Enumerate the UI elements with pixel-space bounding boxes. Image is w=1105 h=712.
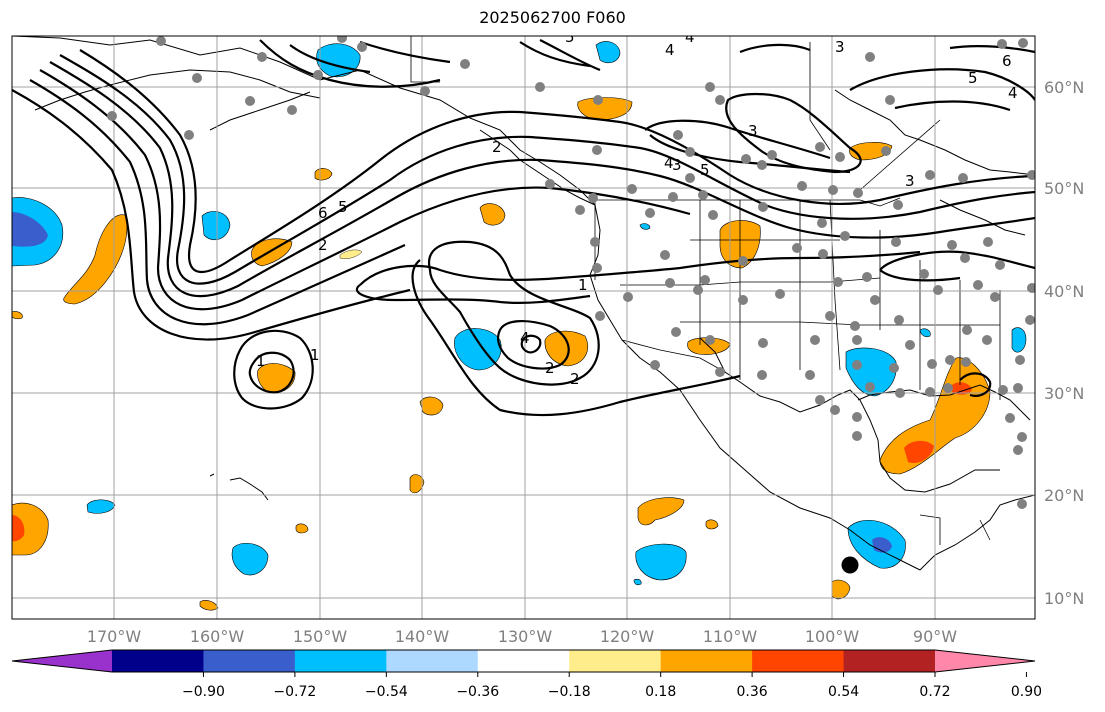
colorbar-segment — [477, 650, 570, 672]
lat-label-30n: 30°N — [1044, 384, 1084, 403]
colorbar-tick-label: 0.36 — [737, 684, 768, 700]
contour-label-4b: 4 — [664, 154, 674, 172]
colorbar-tick-label: 0.18 — [645, 684, 676, 700]
lat-label-40n: 40°N — [1044, 282, 1084, 301]
pos-area-pacific — [544, 330, 588, 367]
lon-axis: 170°W 160°W 150°W 140°W 130°W 120°W 110°… — [87, 627, 957, 646]
colorbar-tick-label: 0.90 — [1011, 684, 1042, 700]
colorbar-tick-label: −0.90 — [182, 684, 225, 700]
contour-label-5e: 5 — [565, 28, 575, 46]
colorbar-segment — [843, 650, 936, 672]
colorbar-segment — [294, 650, 387, 672]
colorbar-segment — [386, 650, 479, 672]
lat-label-20n: 20°N — [1044, 486, 1084, 505]
lon-label-150w: 150°W — [293, 627, 348, 646]
colorbar-tick-label: −0.36 — [456, 684, 499, 700]
lat-label-60n: 60°N — [1044, 78, 1084, 97]
lat-label-50n: 50°N — [1044, 179, 1084, 198]
contour-label-3d: 3 — [835, 38, 845, 56]
lon-label-90w: 90°W — [913, 627, 957, 646]
lon-label-100w: 100°W — [805, 627, 860, 646]
colorbar-tick-label: −0.54 — [365, 684, 408, 700]
map-frame — [11, 35, 1036, 620]
contour-label-2: 2 — [318, 236, 328, 254]
colorbar-extend-high — [935, 650, 1035, 672]
lon-label-170w: 170°W — [87, 627, 142, 646]
colorbar-tick-label: −0.18 — [548, 684, 591, 700]
colorbar: −0.90 −0.72 −0.54 −0.36 −0.18 0.18 0.36 0.54 0.7… — [11, 649, 1042, 700]
contour-label-5c: 5 — [700, 161, 710, 179]
contour-label-3c: 3 — [905, 172, 915, 190]
contour-labels: 6 5 2 1 4 3 2 2 1 4 5 3 3 4 5 5 4 4 3 2 … — [256, 28, 1018, 388]
colorbar-tick-label: 0.54 — [828, 684, 859, 700]
contour-label-1b: 1 — [310, 346, 320, 364]
lat-axis: 60°N 50°N 40°N 30°N 20°N 10°N — [1044, 78, 1084, 608]
colorbar-segment — [660, 650, 753, 672]
neg-area-texas — [845, 347, 897, 397]
contour-label-4e: 4 — [665, 41, 675, 59]
contour-label-3b: 3 — [748, 122, 758, 140]
contour-label-1: 1 — [578, 276, 588, 294]
pos-area-central-pacific — [63, 214, 128, 305]
colorbar-segment — [203, 650, 296, 672]
contour-label-5: 5 — [338, 198, 348, 216]
neg-area-mexico-pacific — [635, 543, 687, 581]
contour-label-2c: 1 — [256, 352, 266, 370]
station-markers — [107, 36, 1035, 509]
lon-label-110w: 110°W — [703, 627, 758, 646]
contour-label-2b: 2 — [570, 370, 580, 388]
lon-label-120w: 120°W — [600, 627, 655, 646]
colorbar-segment — [752, 650, 845, 672]
contour-label-5b: 3 — [672, 156, 682, 174]
lon-label-140w: 140°W — [395, 627, 450, 646]
contour-label-6: 6 — [318, 204, 328, 222]
lon-label-160w: 160°W — [190, 627, 245, 646]
neg-area-pacific — [454, 328, 502, 371]
contour-label-4: 4 — [520, 329, 530, 347]
colorbar-segment — [112, 650, 204, 672]
colorbar-segment — [569, 650, 662, 672]
lon-label-130w: 130°W — [498, 627, 553, 646]
contour-label-6b: 6 — [1002, 52, 1012, 70]
lat-label-10n: 10°N — [1044, 589, 1084, 608]
chart-title: 2025062700 F060 — [479, 8, 626, 27]
colorbar-tick-label: −0.72 — [273, 684, 316, 700]
coastlines — [12, 36, 1035, 571]
colorbar-extend-low — [12, 650, 112, 672]
contour-label-4d: 4 — [685, 28, 695, 46]
contour-label-2d: 2 — [492, 138, 502, 156]
colorbar-outline — [11, 649, 1036, 673]
contour-label-5d: 5 — [968, 69, 978, 87]
storm-center-dot — [841, 556, 859, 574]
contour-label-4c: 4 — [1008, 84, 1018, 102]
colorbar-tick-label: 0.72 — [919, 684, 950, 700]
contour-label-3: 2 — [545, 359, 555, 377]
